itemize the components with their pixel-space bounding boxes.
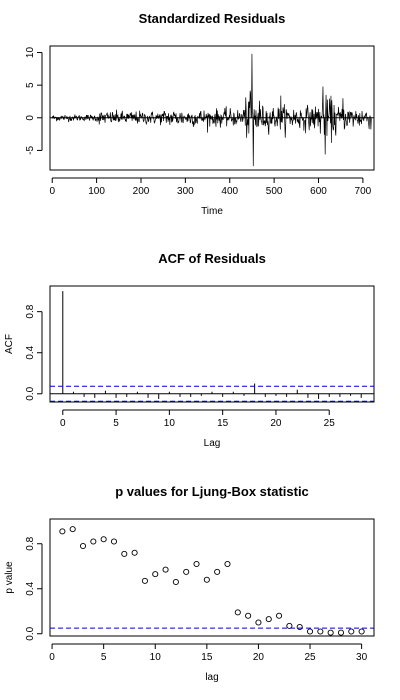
- x-tick-label: 200: [133, 186, 150, 197]
- standardized-residuals-panel: 0 100 200 300 400 500 600 700 -5 0 5 10 Standardized…: [25, 11, 375, 217]
- p-value-point: [358, 628, 365, 635]
- x-tick-label: 400: [221, 186, 238, 197]
- x-tick-label: 700: [355, 186, 372, 197]
- p-value-point: [183, 568, 190, 575]
- x-tick-label: 25: [324, 418, 336, 429]
- p-value-point: [234, 609, 241, 616]
- p-value-point: [348, 628, 355, 635]
- p-value-point: [306, 628, 314, 635]
- x-tick-label: 5: [113, 418, 119, 429]
- plot-frame: [49, 45, 375, 171]
- p-value-point: [317, 628, 324, 635]
- y-axis-label: ACF: [4, 334, 15, 354]
- plot-frame: [49, 285, 375, 403]
- y-tick-label: -5: [25, 146, 36, 155]
- p-value-point: [59, 528, 66, 535]
- x-tick-label: 5: [101, 652, 107, 663]
- p-value-point: [286, 622, 293, 629]
- p-value-point: [100, 536, 107, 543]
- x-tick-label: 600: [310, 186, 327, 197]
- y-tick-label: 0.8: [25, 304, 36, 318]
- y-tick-label: 0.0: [25, 626, 36, 640]
- x-tick-label: 10: [164, 418, 176, 429]
- chart-title: ACF of Residuals: [158, 251, 266, 266]
- p-value-point: [265, 616, 272, 623]
- p-value-point: [162, 566, 169, 573]
- y-tick-label: 0.0: [25, 386, 36, 400]
- y-tick-label: 10: [25, 47, 36, 59]
- y-tick-label: 0.4: [25, 581, 36, 595]
- y-tick-label: 0.8: [25, 536, 36, 550]
- p-value-point: [337, 629, 345, 636]
- x-tick-label: 500: [266, 186, 283, 197]
- residual-series-line: [51, 53, 372, 167]
- p-value-point: [79, 542, 87, 550]
- x-tick-label: 20: [270, 418, 282, 429]
- p-value-point: [90, 538, 97, 545]
- chart-title: p values for Ljung-Box statistic: [115, 484, 309, 499]
- ljung-box-panel: 0 5 10 15 20 25 30 0.0 0.4 0.8 p values for Ljung-…: [4, 484, 375, 683]
- y-tick-label: 5: [25, 82, 36, 88]
- acf-residuals-panel: 0 5 10 15 20 25 0.0 0.4 0.8 ACF of Residuals Lag AC…: [4, 251, 375, 449]
- chart-title: Standardized Residuals: [139, 11, 286, 26]
- p-value-point: [110, 538, 118, 545]
- y-tick-label: 0.4: [25, 345, 36, 359]
- p-value-point: [245, 612, 252, 619]
- p-value-point: [255, 619, 262, 626]
- p-value-point: [224, 560, 231, 568]
- y-tick-label: 0: [25, 115, 36, 121]
- plot-frame: [49, 518, 375, 637]
- p-value-point: [172, 578, 179, 586]
- p-value-point: [296, 623, 303, 631]
- x-tick-label: 15: [201, 652, 213, 663]
- p-value-point: [193, 560, 200, 568]
- p-value-point: [141, 577, 148, 584]
- p-value-point: [276, 612, 283, 619]
- x-axis-label: Lag: [204, 438, 221, 449]
- x-axis-label: Time: [201, 206, 223, 217]
- x-tick-label: 15: [217, 418, 229, 429]
- x-tick-label: 0: [49, 186, 55, 197]
- x-tick-label: 0: [49, 652, 55, 663]
- p-value-point: [214, 568, 221, 575]
- x-tick-label: 0: [60, 418, 66, 429]
- x-tick-label: 10: [150, 652, 162, 663]
- x-axis-label: lag: [205, 672, 218, 683]
- y-axis-label: p value: [4, 561, 15, 594]
- x-tick-label: 30: [356, 652, 368, 663]
- x-tick-label: 25: [304, 652, 316, 663]
- x-tick-label: 20: [253, 652, 265, 663]
- p-value-point: [203, 576, 210, 583]
- p-value-point: [121, 550, 128, 557]
- x-tick-label: 100: [88, 186, 105, 197]
- p-value-point: [69, 526, 76, 533]
- x-tick-label: 300: [177, 186, 194, 197]
- p-value-point: [131, 549, 138, 556]
- p-value-point: [327, 629, 334, 636]
- p-value-point: [152, 571, 159, 578]
